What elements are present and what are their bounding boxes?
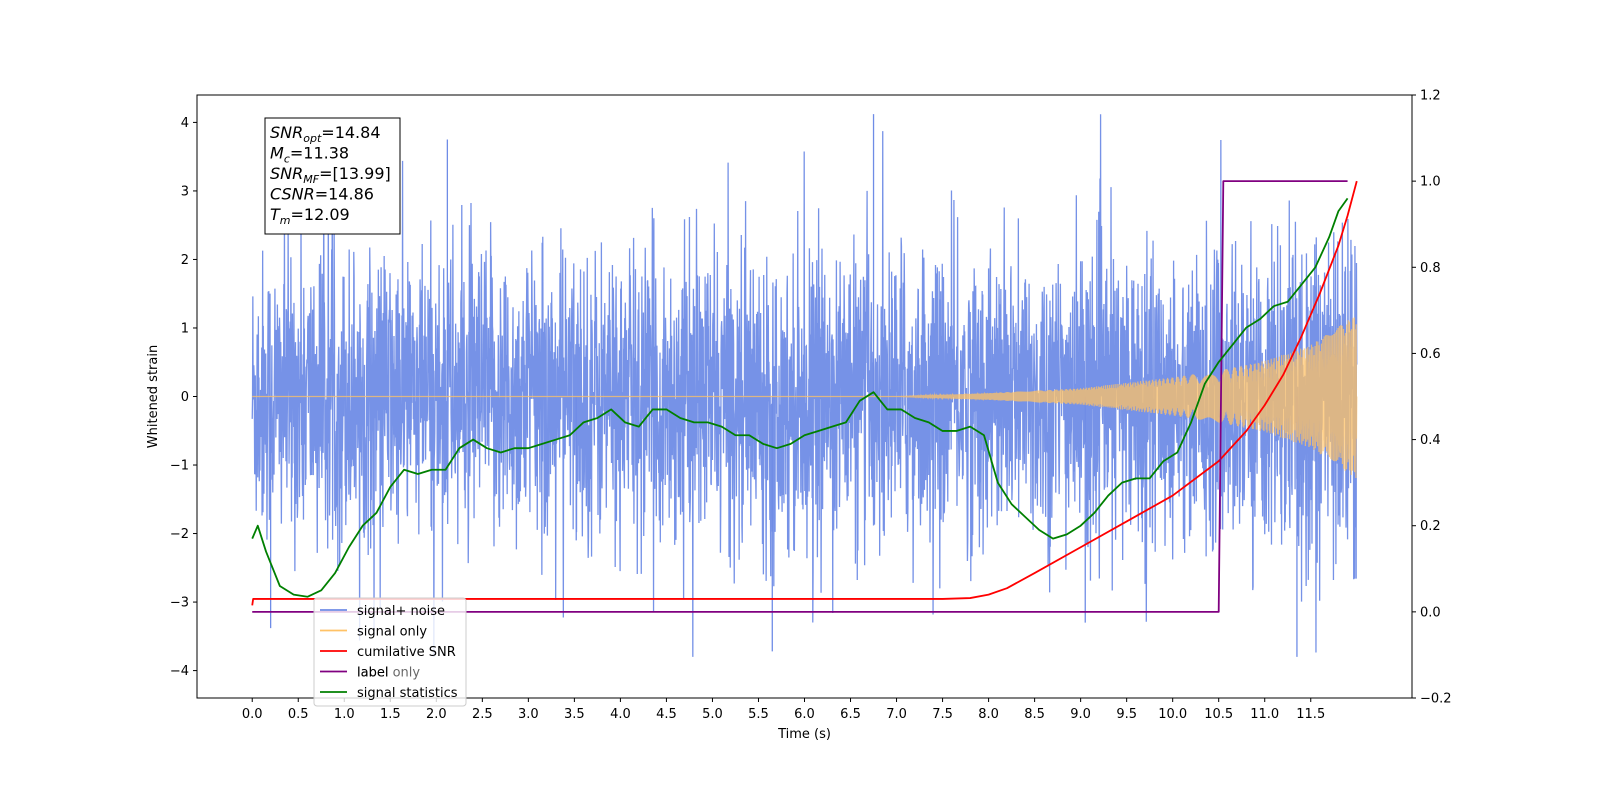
y-tick-label: 3 [181,184,189,199]
y-tick-label: 4 [181,116,189,131]
y2-tick-label: 0.2 [1420,519,1441,534]
series-signal-only-line [252,317,1358,479]
legend: label only signal+ noise signal only cumila… [313,597,467,707]
y-tick-label: −4 [170,664,189,679]
x-tick-label: 1.5 [380,707,401,722]
info-box-line: Mc=11.38 [270,144,349,166]
x-tick-label: 3.5 [564,707,585,722]
x-tick-label: 8.0 [978,707,999,722]
x-tick-label: 2.5 [472,707,493,722]
x-tick-label: 0.0 [242,707,263,722]
info-box-line: SNRopt=14.84 [270,123,381,145]
y-tick-label: −2 [170,527,189,542]
series-cumilative-snr-line [251,180,1358,606]
x-tick-label: 11.0 [1250,707,1279,722]
y-tick-label: 1 [181,321,189,336]
y2-tick-label: 0.4 [1420,433,1441,448]
info-box-line: Tm=12.09 [270,205,350,227]
legend-label: cumilative SNR [357,645,456,660]
legend-label: signal statistics [357,686,458,701]
x-tick-label: 7.5 [932,707,953,722]
x-tick-label: 9.0 [1070,707,1091,722]
x-axis-label: Time (s) [777,727,831,742]
x-tick-label: 3.0 [518,707,539,722]
info-box-line: CSNR=14.86 [270,185,374,204]
y-axis-label: Whitened strain [146,345,161,448]
legend-item: signal statistics [320,686,458,701]
legend-frame [313,597,467,707]
x-tick-label: 10.5 [1204,707,1233,722]
info-box: SNRopt=14.84Mc=11.38SNRMF=[13.99]CSNR=14… [264,117,401,235]
series-label-line [252,180,1348,613]
y2-tick-label: 1.0 [1420,175,1441,190]
y-tick-label: −1 [170,459,189,474]
info-box-frame [264,117,401,235]
x-tick-label: 4.5 [656,707,677,722]
y-tick-label: 0 [181,390,189,405]
x-tick-label: 6.5 [840,707,861,722]
y2-tick-label: 0.8 [1420,261,1441,276]
legend-ghost-text: label only [357,666,420,681]
plot-area [251,114,1358,657]
legend-item: signal only [320,625,427,640]
legend-label: signal+ noise [357,604,445,619]
x-tick-label: 2.0 [426,707,447,722]
y2-tick-label: 1.2 [1420,89,1441,104]
legend-item: cumilative SNR [320,645,456,660]
x-tick-label: 6.0 [794,707,815,722]
y-tick-label: −3 [170,596,189,611]
x-tick-label: 1.0 [334,707,355,722]
x-tick-label: 0.5 [288,707,309,722]
legend-item: signal+ noise [320,604,445,619]
x-tick-label: 4.0 [610,707,631,722]
info-box-line: SNRMF=[13.99] [270,164,391,186]
y-axis-ticks: −4 −3 −2 −1 0 1 2 3 4 [170,116,197,679]
x-tick-label: 7.0 [886,707,907,722]
legend-label: label [357,666,388,681]
legend-label: signal only [357,625,427,640]
y2-tick-label: 0.0 [1420,605,1441,620]
x-axis-ticks: 0.0 0.5 1.0 1.5 2.0 2.5 3.0 3.5 4.0 4.5 5.0 5.5 6.0 6… [242,698,1325,722]
y2-tick-label: 0.6 [1420,347,1441,362]
legend-item: label [320,666,388,681]
series-signal-statistics-line [251,197,1349,598]
y-tick-label: 2 [181,253,189,268]
x-tick-label: 10.0 [1158,707,1187,722]
x-tick-label: 9.5 [1116,707,1137,722]
y2-tick-label: −0.2 [1420,692,1452,707]
series-signal-noise-line [251,114,1358,657]
x-tick-label: 5.5 [748,707,769,722]
x-tick-label: 11.5 [1296,707,1325,722]
y2-axis-ticks: −0.2 0.0 0.2 0.4 0.6 0.8 1.0 1.2 [1412,89,1452,707]
x-tick-label: 8.5 [1024,707,1045,722]
x-tick-label: 5.0 [702,707,723,722]
